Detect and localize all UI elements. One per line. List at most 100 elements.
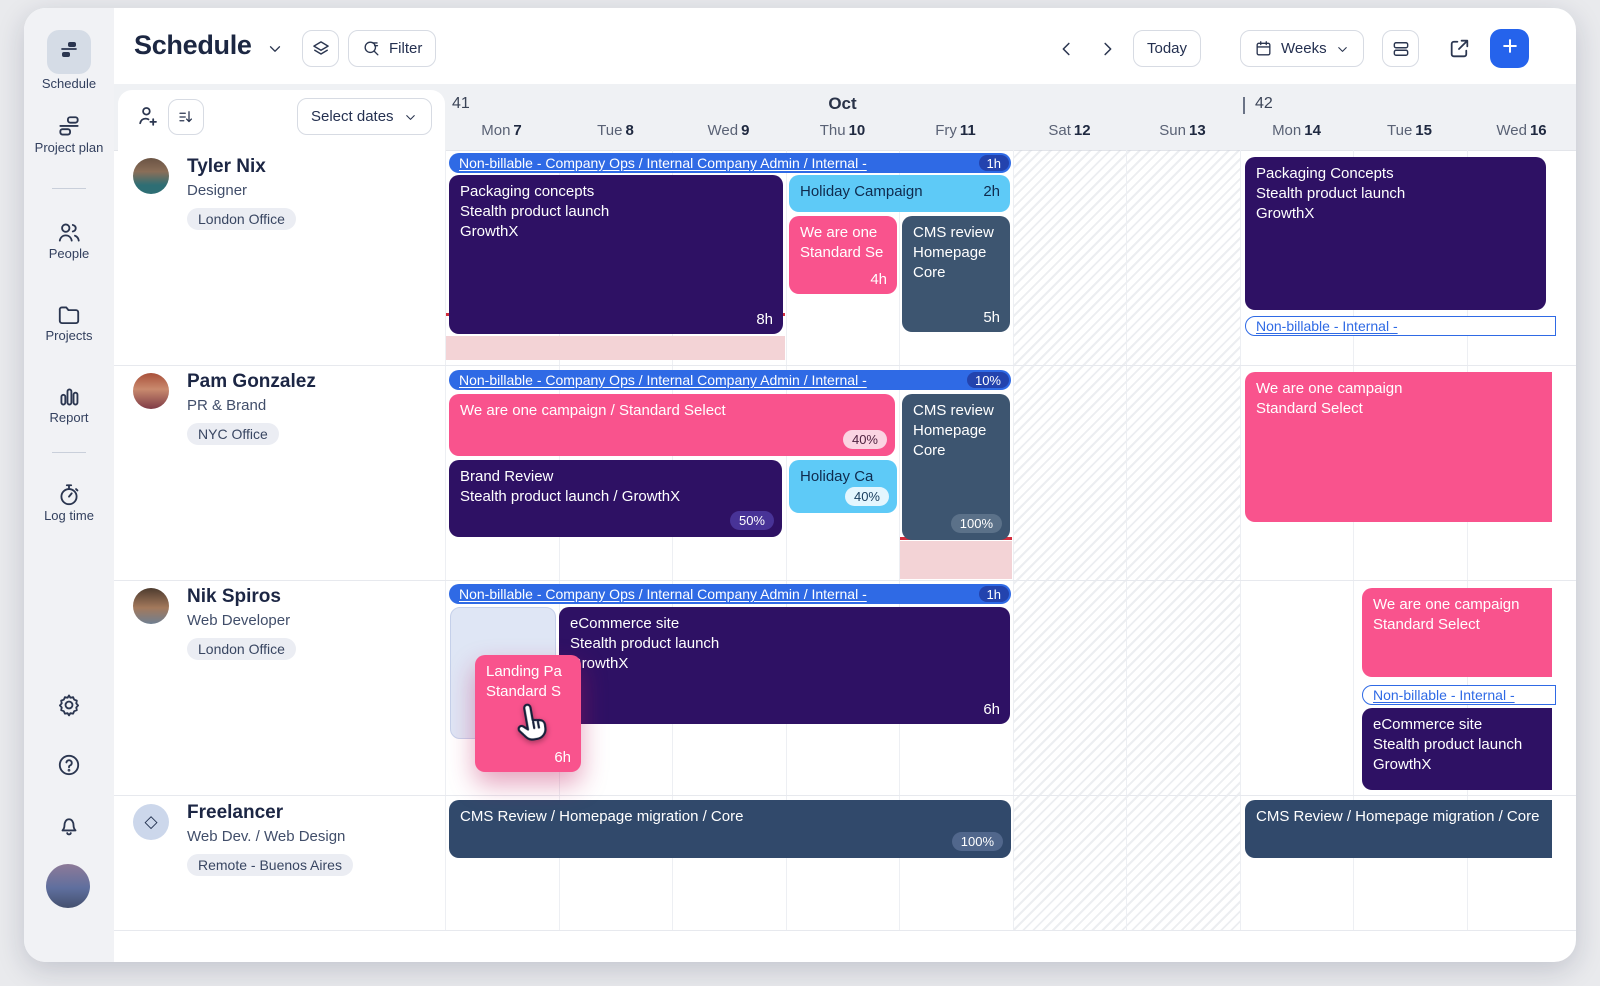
allocation-block[interactable]: We are one campaign / Standard Select 40… bbox=[449, 394, 895, 456]
sidebar-item-projects[interactable]: Projects bbox=[24, 302, 114, 343]
allocation-block[interactable]: We are one campaign Standard Select bbox=[1362, 588, 1552, 677]
add-person-button[interactable] bbox=[136, 104, 161, 129]
week-number-41: 41 bbox=[452, 95, 470, 112]
nonbillable-bar[interactable]: Non-billable - Company Ops / Internal Co… bbox=[449, 584, 1011, 604]
schedule-icon bbox=[47, 30, 91, 74]
projects-icon bbox=[56, 306, 82, 325]
block-text: We are one campaign Standard Select bbox=[1256, 380, 1403, 417]
allocation-block[interactable]: Packaging Concepts Stealth product launc… bbox=[1245, 157, 1546, 310]
block-text: CMS Review / Homepage migration / Core bbox=[460, 808, 744, 825]
share-button[interactable] bbox=[1447, 36, 1472, 61]
prev-week-button[interactable] bbox=[1056, 38, 1078, 60]
freelancer-diamond-icon: ◇ bbox=[133, 804, 169, 840]
help-button[interactable] bbox=[24, 752, 114, 778]
chevron-down-icon bbox=[403, 108, 418, 125]
day-header: Sun 13 bbox=[1159, 122, 1206, 139]
allocation-block[interactable]: Holiday Ca 40% bbox=[789, 460, 897, 513]
nonbillable-bar-outline[interactable]: Non-billable - Internal - bbox=[1362, 685, 1556, 705]
allocation-block[interactable]: We are one campaign Standard Select bbox=[1245, 372, 1552, 522]
block-hours: 5h bbox=[983, 309, 1000, 326]
block-text: Holiday Campaign bbox=[800, 183, 923, 200]
allocation-block[interactable]: CMS Review / Homepage migration / Core 1… bbox=[449, 800, 1011, 858]
bar-text: Non-billable - Internal - bbox=[1256, 318, 1398, 334]
people-panel bbox=[118, 90, 445, 930]
person-tag: Remote - Buenos Aires bbox=[187, 854, 353, 876]
month-label: Oct bbox=[828, 94, 857, 113]
allocation-block[interactable]: CMS review Homepage Core 100% bbox=[902, 394, 1010, 540]
sidebar-label: Project plan bbox=[34, 140, 104, 155]
block-text: eCommerce site Stealth product launch Gr… bbox=[1373, 716, 1523, 773]
app-window: Schedule Project plan People Projects Re… bbox=[24, 8, 1576, 962]
avatar bbox=[133, 373, 169, 409]
user-avatar[interactable] bbox=[46, 864, 90, 908]
log-time-icon bbox=[56, 484, 82, 506]
day-header: Wed 9 bbox=[707, 122, 750, 139]
block-hours: 2h bbox=[983, 183, 1000, 200]
block-text: Landing Pa Standard S bbox=[486, 663, 562, 700]
sidebar-label: People bbox=[48, 246, 90, 261]
person-name: Freelancer bbox=[187, 802, 284, 823]
overload-band bbox=[446, 336, 785, 360]
help-icon bbox=[56, 754, 82, 776]
bar-text: Non-billable - Company Ops / Internal Co… bbox=[459, 586, 867, 602]
bell-icon bbox=[56, 816, 82, 836]
sidebar-item-people[interactable]: People bbox=[24, 220, 114, 261]
swimlane-view-button[interactable] bbox=[1382, 30, 1419, 67]
sort-icon bbox=[177, 108, 195, 126]
block-hours: 4h bbox=[870, 271, 887, 288]
block-text: CMS review Homepage Core bbox=[913, 402, 994, 459]
gear-icon bbox=[56, 694, 82, 717]
block-text: We are one campaign Standard Select bbox=[1373, 596, 1520, 633]
plus-icon bbox=[1500, 36, 1520, 61]
chevron-down-icon bbox=[1335, 40, 1350, 57]
block-text: We are one Standard Se bbox=[800, 224, 884, 261]
day-header: Thu 10 bbox=[819, 122, 866, 139]
notifications-button[interactable] bbox=[24, 812, 114, 838]
block-text: CMS Review / Homepage migration / Core bbox=[1256, 808, 1540, 825]
add-button[interactable] bbox=[1490, 29, 1529, 68]
allocation-block[interactable]: We are one Standard Se 4h bbox=[789, 216, 897, 294]
page-title: Schedule bbox=[134, 30, 252, 60]
allocation-block[interactable]: CMS review Homepage Core 5h bbox=[902, 216, 1010, 332]
sidebar-item-log-time[interactable]: Log time bbox=[24, 482, 114, 523]
chevron-down-icon[interactable] bbox=[266, 40, 284, 58]
sidebar-item-schedule[interactable]: Schedule bbox=[24, 30, 114, 91]
allocation-block[interactable]: Brand Review Stealth product launch / Gr… bbox=[449, 460, 782, 537]
layers-button[interactable] bbox=[302, 30, 339, 67]
next-week-button[interactable] bbox=[1096, 38, 1118, 60]
day-header: Tue 8 bbox=[597, 122, 634, 139]
sidebar-divider bbox=[52, 188, 86, 189]
allocation-block[interactable]: CMS Review / Homepage migration / Core bbox=[1245, 800, 1552, 858]
filter-button[interactable]: Filter bbox=[348, 30, 437, 67]
filter-search-icon bbox=[362, 39, 381, 58]
sidebar-item-project-plan[interactable]: Project plan bbox=[24, 114, 114, 155]
swimlane-icon bbox=[1391, 39, 1411, 59]
allocation-block[interactable]: Packaging concepts Stealth product launc… bbox=[449, 175, 783, 334]
select-dates-label: Select dates bbox=[311, 108, 394, 125]
sidebar-label: Report bbox=[49, 410, 89, 425]
day-header: Tue 15 bbox=[1387, 122, 1432, 139]
week-number-42: 42 bbox=[1255, 95, 1273, 112]
sort-button[interactable] bbox=[168, 99, 204, 135]
settings-button[interactable] bbox=[24, 692, 114, 718]
allocation-block[interactable]: eCommerce site Stealth product launch Gr… bbox=[1362, 708, 1552, 790]
view-selector-button[interactable]: Weeks bbox=[1240, 30, 1364, 67]
block-percent: 40% bbox=[844, 487, 889, 506]
person-name: Pam Gonzalez bbox=[187, 371, 316, 392]
sidebar-item-report[interactable]: Report bbox=[24, 384, 114, 425]
external-link-icon bbox=[1447, 39, 1472, 58]
allocation-block[interactable]: Holiday Campaign 2h bbox=[789, 175, 1010, 212]
today-label: Today bbox=[1147, 40, 1188, 57]
allocation-block[interactable]: eCommerce site Stealth product launch Gr… bbox=[559, 607, 1010, 724]
nonbillable-bar-outline[interactable]: Non-billable - Internal - bbox=[1245, 316, 1556, 336]
today-button[interactable]: Today bbox=[1133, 30, 1202, 67]
block-hours: 6h bbox=[554, 749, 571, 766]
person-tag: NYC Office bbox=[187, 423, 279, 445]
block-percent: 50% bbox=[729, 511, 774, 530]
nonbillable-bar[interactable]: Non-billable - Company Ops / Internal Co… bbox=[449, 153, 1011, 173]
person-role: Web Developer bbox=[187, 612, 291, 629]
block-hours: 8h bbox=[756, 311, 773, 328]
nonbillable-bar[interactable]: Non-billable - Company Ops / Internal Co… bbox=[449, 370, 1011, 390]
select-dates-button[interactable]: Select dates bbox=[297, 98, 432, 135]
block-text: eCommerce site Stealth product launch Gr… bbox=[570, 615, 720, 672]
